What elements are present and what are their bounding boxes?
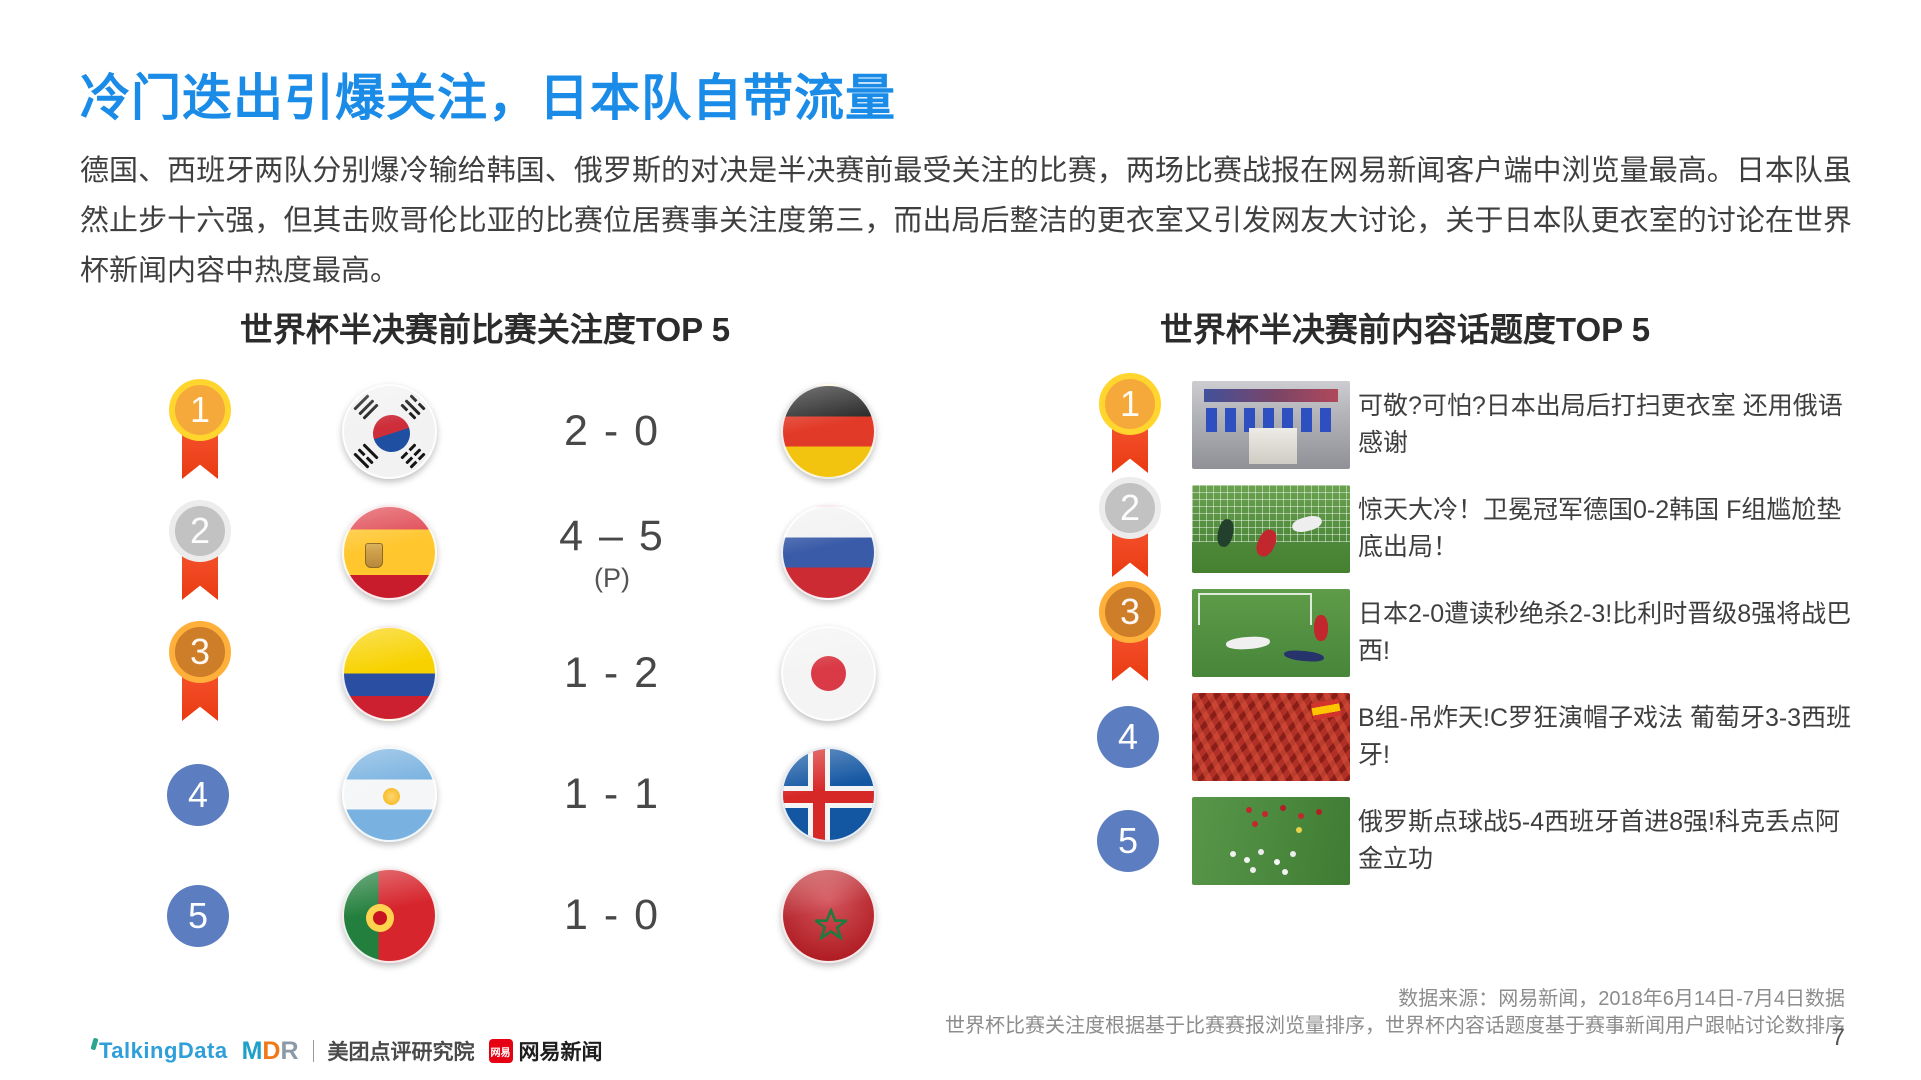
match-panel-title: 世界杯半决赛前比赛关注度TOP 5 bbox=[239, 311, 731, 348]
data-source-line2: 世界杯比赛关注度根据基于比赛赛报浏览量排序，世界杯内容话题度基于赛事新闻用户跟帖… bbox=[945, 1015, 1845, 1037]
news-headline: 惊天大冷！卫冕冠军德国0-2韩国 F组尴尬垫底出局！ bbox=[1358, 496, 1842, 561]
flag-spain-icon bbox=[342, 505, 437, 600]
flag-argentina-icon bbox=[342, 747, 437, 842]
intro-paragraph: 德国、西班牙两队分别爆冷输给韩国、俄罗斯的对决是半决赛前最受关注的比赛，两场比赛… bbox=[80, 155, 1852, 287]
talkingdata-logo: TalkingData bbox=[90, 1037, 228, 1064]
topic-row: 1 可敬?可怕?日本出局后打扫更衣室 还用俄语感谢 bbox=[1070, 373, 1870, 477]
rank-3-bronze-medal-icon: 3 bbox=[167, 621, 233, 731]
rank-3-bronze-medal-icon: 3 bbox=[1097, 581, 1163, 691]
match-score: 1 - 2 bbox=[563, 649, 661, 697]
rank-2-silver-medal-icon: 2 bbox=[167, 500, 233, 610]
page-title: 冷门迭出引爆关注，日本队自带流量 bbox=[80, 70, 896, 126]
meituan-dianping-institute-label: 美团点评研究院 bbox=[327, 1041, 475, 1064]
page-number: 7 bbox=[1831, 1024, 1845, 1051]
rank-number: 3 bbox=[169, 621, 231, 683]
rank-5-circle-badge: 5 bbox=[167, 885, 229, 947]
topic-row: 3 日本2-0遭读秒绝杀2-3!比利时晋级8强将战巴西! bbox=[1070, 581, 1870, 685]
data-source-line1: 数据来源：网易新闻，2018年6月14日-7月4日数据 bbox=[1398, 988, 1845, 1010]
logo-divider bbox=[312, 1040, 314, 1062]
match-row: 5 1 - 0 bbox=[130, 855, 940, 976]
news-thumbnail-locker-room bbox=[1192, 381, 1350, 469]
flag-russia-icon bbox=[781, 505, 876, 600]
news-headline: 可敬?可怕?日本出局后打扫更衣室 还用俄语感谢 bbox=[1358, 392, 1843, 457]
rank-number: 1 bbox=[169, 379, 231, 441]
netease-news-logo: 网易 网易新闻 bbox=[488, 1039, 603, 1064]
flag-japan-icon bbox=[781, 626, 876, 721]
news-thumbnail-russia-celebration bbox=[1192, 797, 1350, 885]
match-row: 4 1 - 1 bbox=[130, 734, 940, 855]
rank-4-circle-badge: 4 bbox=[167, 764, 229, 826]
match-score: 2 - 0 bbox=[563, 407, 661, 455]
rank-number: 4 bbox=[167, 764, 229, 826]
match-row: 2 4 – 5 (P) bbox=[130, 492, 940, 613]
rank-number: 3 bbox=[1099, 581, 1161, 643]
match-score: 1 - 1 bbox=[563, 770, 661, 818]
news-thumbnail-japan-belgium bbox=[1192, 589, 1350, 677]
match-row: 3 1 - 2 bbox=[130, 613, 940, 734]
rank-2-silver-medal-icon: 2 bbox=[1097, 477, 1163, 587]
rank-number: 5 bbox=[1097, 810, 1159, 872]
match-score: 4 – 5 (P) bbox=[559, 511, 665, 593]
rank-number: 2 bbox=[1099, 477, 1161, 539]
topic-panel-title: 世界杯半决赛前内容话题度TOP 5 bbox=[1159, 311, 1651, 348]
flag-germany-icon bbox=[781, 384, 876, 479]
rank-number: 1 bbox=[1099, 373, 1161, 435]
news-thumbnail-spain-fans bbox=[1192, 693, 1350, 781]
match-row: 1 2 - 0 bbox=[130, 371, 940, 492]
rank-number: 4 bbox=[1097, 706, 1159, 768]
flag-morocco-icon bbox=[781, 868, 876, 963]
penalty-note: (P) bbox=[594, 562, 630, 593]
talkingdata-tick-icon bbox=[90, 1037, 99, 1051]
data-source-note: 数据来源：网易新闻，2018年6月14日-7月4日数据 世界杯比赛关注度根据基于… bbox=[945, 986, 1845, 1040]
news-headline: B组-吊炸天!C罗狂演帽子戏法 葡萄牙3-3西班牙! bbox=[1358, 704, 1852, 769]
rank-4-circle-badge: 4 bbox=[1097, 706, 1159, 768]
rank-number: 5 bbox=[167, 885, 229, 947]
rank-number: 2 bbox=[169, 500, 231, 562]
topic-row: 4 B组-吊炸天!C罗狂演帽子戏法 葡萄牙3-3西班牙! bbox=[1070, 685, 1870, 789]
news-headline: 日本2-0遭读秒绝杀2-3!比利时晋级8强将战巴西! bbox=[1358, 600, 1852, 665]
rank-1-gold-medal-icon: 1 bbox=[1097, 373, 1163, 483]
news-headline: 俄罗斯点球战5-4西班牙首进8强!科克丢点阿金立功 bbox=[1358, 808, 1840, 873]
flag-colombia-icon bbox=[342, 626, 437, 721]
netease-icon: 网易 bbox=[488, 1039, 513, 1063]
match-score: 1 - 0 bbox=[563, 891, 661, 939]
flag-south-korea-icon bbox=[342, 384, 437, 479]
news-thumbnail-germany-korea bbox=[1192, 485, 1350, 573]
flag-iceland-icon bbox=[781, 747, 876, 842]
rank-1-gold-medal-icon: 1 bbox=[167, 379, 233, 489]
topic-row: 2 惊天大冷！卫冕冠军德国0-2韩国 F组尴尬垫底出局！ bbox=[1070, 477, 1870, 581]
rank-5-circle-badge: 5 bbox=[1097, 810, 1159, 872]
topic-row: 5 俄罗斯点球战5-4西班牙首进8强!科克丢点阿金立功 bbox=[1070, 789, 1870, 893]
flag-portugal-icon bbox=[342, 868, 437, 963]
